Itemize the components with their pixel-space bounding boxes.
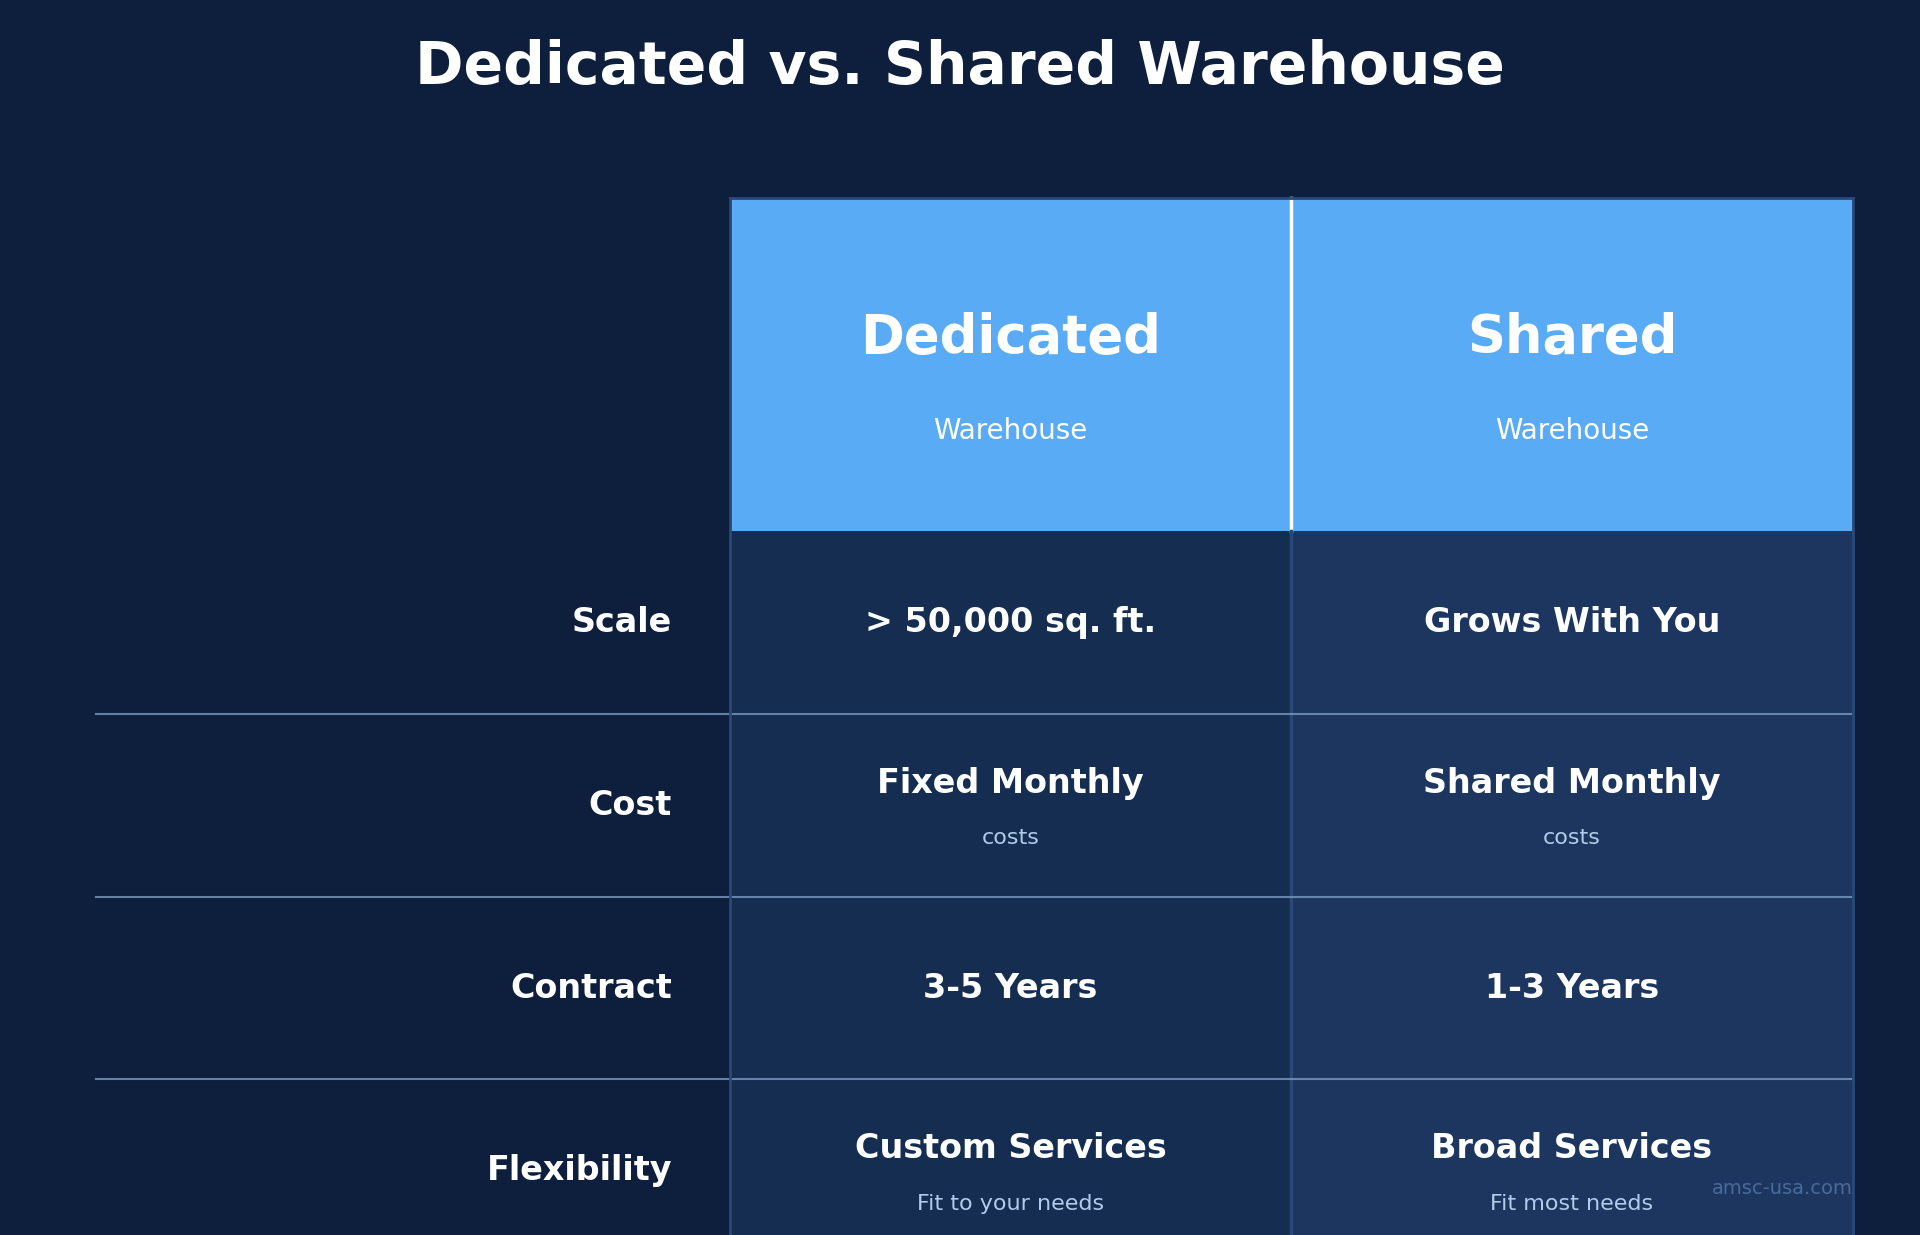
Text: amsc-usa.com: amsc-usa.com	[1713, 1179, 1853, 1198]
Text: > 50,000 sq. ft.: > 50,000 sq. ft.	[864, 606, 1156, 638]
Text: Flexibility: Flexibility	[486, 1155, 672, 1187]
Text: Warehouse: Warehouse	[1496, 417, 1649, 445]
Text: Grows With You: Grows With You	[1425, 606, 1720, 638]
Text: Broad Services: Broad Services	[1432, 1132, 1713, 1166]
Text: 1-3 Years: 1-3 Years	[1484, 972, 1659, 1004]
Text: Fit to your needs: Fit to your needs	[918, 1194, 1104, 1214]
FancyBboxPatch shape	[730, 897, 1290, 1079]
Text: Shared Monthly: Shared Monthly	[1423, 767, 1720, 800]
FancyBboxPatch shape	[730, 198, 1290, 531]
Text: Dedicated: Dedicated	[860, 311, 1162, 363]
Text: Shared: Shared	[1467, 311, 1678, 363]
Text: Cost: Cost	[589, 789, 672, 821]
Text: Fixed Monthly: Fixed Monthly	[877, 767, 1144, 800]
Text: 3-5 Years: 3-5 Years	[924, 972, 1098, 1004]
Text: Scale: Scale	[572, 606, 672, 638]
FancyBboxPatch shape	[1290, 1079, 1853, 1235]
Text: costs: costs	[1544, 829, 1601, 848]
Text: Warehouse: Warehouse	[933, 417, 1087, 445]
Text: Contract: Contract	[511, 972, 672, 1004]
FancyBboxPatch shape	[1290, 198, 1853, 531]
FancyBboxPatch shape	[1290, 897, 1853, 1079]
Text: Dedicated vs. Shared Warehouse: Dedicated vs. Shared Warehouse	[415, 40, 1505, 96]
FancyBboxPatch shape	[730, 1079, 1290, 1235]
Text: costs: costs	[981, 829, 1039, 848]
Text: Custom Services: Custom Services	[854, 1132, 1165, 1166]
FancyBboxPatch shape	[1290, 714, 1853, 897]
FancyBboxPatch shape	[730, 714, 1290, 897]
FancyBboxPatch shape	[730, 531, 1290, 714]
FancyBboxPatch shape	[1290, 531, 1853, 714]
Text: Fit most needs: Fit most needs	[1490, 1194, 1653, 1214]
